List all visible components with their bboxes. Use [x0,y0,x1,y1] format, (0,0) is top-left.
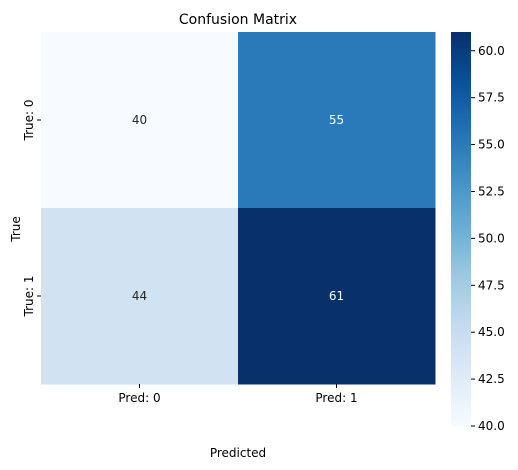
cell-value-label: 44 [132,289,147,303]
colorbar-tick-label: 45.0 [478,325,505,339]
heatmap-cells [41,32,436,385]
y-axis-label: True [9,216,23,243]
heatmap-cell-labels: 40 55 44 61 [132,113,344,303]
colorbar-tick-label: 50.0 [478,231,505,245]
x-tick-label: Pred: 0 [118,391,160,405]
x-axis-ticks: Pred: 0 Pred: 1 [118,384,358,405]
heatmap-cell [238,32,436,209]
colorbar-tick-label: 40.0 [478,419,505,433]
heatmap-cell [41,208,239,385]
heatmap-cell [238,208,436,385]
y-tick-label: True: 0 [22,100,36,142]
y-tick-label: True: 1 [22,276,36,318]
colorbar-tick-label: 52.5 [478,184,505,198]
colorbar-ticks: 40.0 42.5 45.0 47.5 50.0 52.5 55.0 57.5 60.0 [471,44,505,433]
colorbar-tick-label: 47.5 [478,278,505,292]
cell-value-label: 55 [329,113,344,127]
heatmap-cell [41,32,239,209]
x-axis-label: Predicted [210,446,266,460]
y-axis-ticks: True: 0 True: 1 [22,100,41,318]
chart-title: Confusion Matrix [179,12,297,28]
colorbar-tick-label: 55.0 [478,138,505,152]
colorbar-tick-label: 60.0 [478,44,505,58]
cell-value-label: 40 [132,113,147,127]
colorbar [451,32,471,426]
colorbar-tick-label: 42.5 [478,372,505,386]
x-tick-label: Pred: 1 [315,391,357,405]
colorbar-tick-label: 57.5 [478,91,505,105]
cell-value-label: 61 [329,289,344,303]
